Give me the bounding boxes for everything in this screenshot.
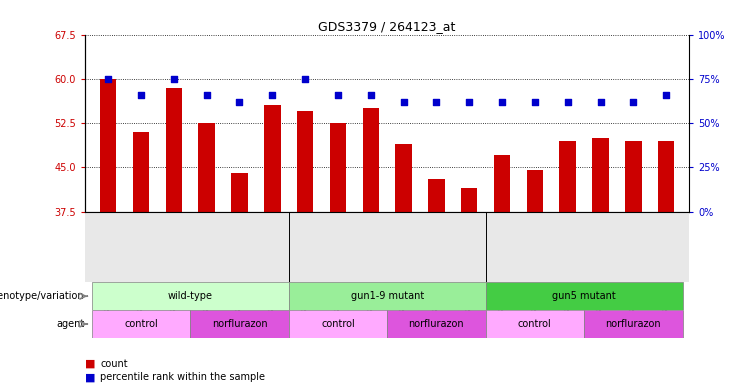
Bar (485, 282, 682, 310)
Text: gun1-9 mutant: gun1-9 mutant (350, 291, 424, 301)
Bar (584, 310, 682, 338)
Point (201, 92, 213, 98)
Text: ■: ■ (85, 359, 99, 369)
Point (496, 99, 508, 105)
Point (135, 92, 147, 98)
Point (398, 99, 410, 105)
Bar (92, 282, 289, 310)
Text: count: count (100, 359, 127, 369)
Bar (297, 111, 313, 212)
Point (431, 99, 442, 105)
Text: agent: agent (56, 319, 84, 329)
Bar (100, 79, 116, 212)
Bar (289, 310, 388, 338)
Bar (166, 88, 182, 212)
Bar (190, 310, 289, 338)
Text: gun5 mutant: gun5 mutant (552, 291, 616, 301)
Bar (396, 144, 412, 212)
Bar (199, 123, 215, 212)
Bar (231, 173, 247, 212)
Bar (527, 170, 543, 212)
Bar (559, 141, 576, 212)
Point (628, 99, 639, 105)
Text: control: control (518, 319, 552, 329)
Point (660, 92, 672, 98)
Point (594, 99, 606, 105)
Text: norflurazon: norflurazon (212, 319, 268, 329)
Point (299, 76, 311, 82)
Point (529, 99, 541, 105)
Bar (289, 282, 485, 310)
Point (102, 76, 114, 82)
Text: norflurazon: norflurazon (605, 319, 661, 329)
Point (233, 99, 245, 105)
Title: GDS3379 / 264123_at: GDS3379 / 264123_at (319, 20, 456, 33)
Point (562, 99, 574, 105)
Point (266, 92, 278, 98)
Bar (264, 105, 281, 212)
Bar (592, 138, 608, 212)
Bar (461, 188, 477, 212)
Bar (485, 310, 584, 338)
Text: control: control (321, 319, 355, 329)
Bar (388, 310, 485, 338)
Bar (362, 108, 379, 212)
Bar (428, 179, 445, 212)
Text: percentile rank within the sample: percentile rank within the sample (100, 372, 265, 382)
Point (332, 92, 344, 98)
Text: wild-type: wild-type (167, 291, 213, 301)
Bar (92, 310, 190, 338)
Bar (658, 141, 674, 212)
Point (365, 92, 376, 98)
Text: ■: ■ (85, 372, 99, 382)
Text: genotype/variation: genotype/variation (0, 291, 84, 301)
Bar (330, 123, 346, 212)
Text: control: control (124, 319, 158, 329)
Point (168, 76, 180, 82)
Text: norflurazon: norflurazon (408, 319, 464, 329)
Bar (625, 141, 642, 212)
Bar (133, 132, 149, 212)
Point (463, 99, 475, 105)
Bar (494, 156, 511, 212)
